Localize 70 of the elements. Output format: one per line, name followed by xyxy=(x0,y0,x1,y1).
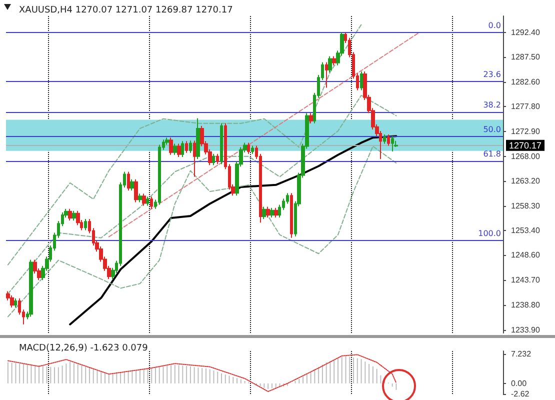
candlestick xyxy=(391,136,394,152)
candlestick xyxy=(72,210,76,222)
y-tick-label: 1263.20 xyxy=(511,176,540,186)
candlestick xyxy=(127,171,130,192)
annotation: 50.0 xyxy=(483,124,501,134)
y-tick-label: 1248.60 xyxy=(511,250,540,260)
y-tick-label: 1238.80 xyxy=(511,300,540,310)
annotation: 38.2 xyxy=(483,100,501,110)
y-tick-label: 1272.90 xyxy=(511,127,540,136)
candlestick xyxy=(387,134,390,146)
line-series xyxy=(7,146,397,318)
y-tick-label: 1253.40 xyxy=(511,226,540,236)
candlestick xyxy=(185,140,188,154)
y-tick-label: 1287.50 xyxy=(511,52,540,62)
candlestick xyxy=(150,196,153,210)
candlestick xyxy=(130,178,134,192)
candlestick xyxy=(177,143,181,158)
candlestick xyxy=(68,208,72,222)
candlestick xyxy=(383,134,386,144)
candlestick xyxy=(216,153,219,165)
annotation: 23.6 xyxy=(483,70,501,79)
candlestick xyxy=(138,193,142,203)
y-tick-label: 1243.70 xyxy=(511,276,540,285)
y-tick-label: 1282.60 xyxy=(511,78,540,87)
y-tick-label: 1277.80 xyxy=(511,102,540,112)
ref-line-label: 1270.17 xyxy=(509,140,542,150)
candlestick xyxy=(10,294,14,308)
candlestick xyxy=(134,178,138,203)
candlestick xyxy=(29,259,33,318)
candlestick xyxy=(394,140,398,148)
annotation: 100.0 xyxy=(478,228,502,238)
y-tick-label: 0.00 xyxy=(511,378,528,388)
candlestick xyxy=(309,112,313,124)
candlestick xyxy=(270,207,274,218)
candlestick xyxy=(328,56,332,73)
y-tick-label: 1258.30 xyxy=(511,201,540,210)
candlestick xyxy=(290,192,293,238)
annotation: 61.8 xyxy=(483,149,501,158)
candlestick xyxy=(196,118,200,160)
line-series xyxy=(7,24,362,266)
candlestick xyxy=(220,122,223,165)
candlestick xyxy=(14,298,17,308)
candlestick xyxy=(262,206,266,220)
candlestick xyxy=(247,142,250,154)
y-tick-label: 7.232 xyxy=(511,350,532,359)
candlestick xyxy=(181,140,184,158)
candlestick xyxy=(360,70,363,91)
candlestick xyxy=(76,210,80,226)
y-tick-label: -2.62 xyxy=(511,390,530,398)
candlestick xyxy=(189,140,192,154)
chart-title: XAUUSD,H4 1270.07 1271.07 1269.87 1270.17 xyxy=(19,6,233,16)
candlestick xyxy=(251,145,254,154)
y-tick-label: 1233.90 xyxy=(511,325,540,334)
y-tick-label: 1268.00 xyxy=(511,152,540,161)
annotation: 0.0 xyxy=(488,20,502,30)
candlestick xyxy=(325,62,328,88)
candlestick xyxy=(173,143,177,156)
line-series xyxy=(69,135,398,326)
candlestick xyxy=(332,56,336,66)
candlestick xyxy=(193,140,196,178)
line-series xyxy=(7,94,397,294)
y-tick-label: 1292.40 xyxy=(511,28,540,37)
candlestick xyxy=(266,206,270,218)
candlestick xyxy=(142,193,146,206)
candlestick xyxy=(274,207,278,218)
candlestick xyxy=(146,196,149,206)
chart-title: MACD(12,26,9) -1.623 0.079 xyxy=(19,344,148,354)
candlestick xyxy=(212,153,215,166)
candlestick xyxy=(84,218,87,231)
candlestick xyxy=(169,137,173,156)
